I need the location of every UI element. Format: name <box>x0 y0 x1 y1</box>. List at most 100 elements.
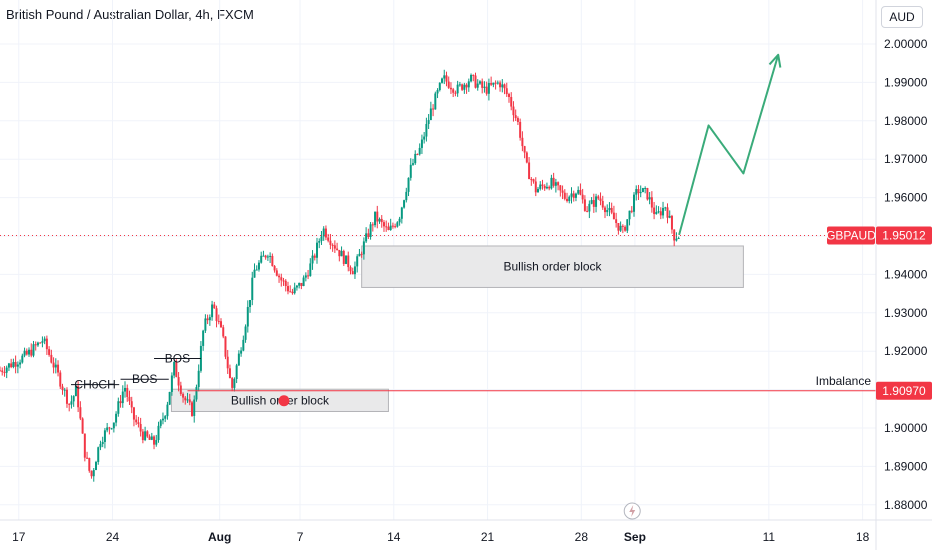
candle-body <box>436 90 439 94</box>
candle-body <box>190 402 193 416</box>
candle-body <box>416 153 419 155</box>
projection-path <box>678 53 782 236</box>
candle-body <box>523 146 526 153</box>
alert-icon[interactable] <box>278 395 290 407</box>
candle-body <box>10 363 13 368</box>
candle-body <box>409 164 412 178</box>
candle-body <box>588 203 591 212</box>
candle-body <box>574 193 577 198</box>
candle-body <box>249 299 252 307</box>
candle-body <box>204 318 207 331</box>
candle-body <box>99 444 102 448</box>
candle-body <box>50 354 53 363</box>
candle-body <box>262 255 265 257</box>
candle-body <box>525 152 528 163</box>
candle-body <box>273 266 276 271</box>
candle-body <box>228 368 231 379</box>
candle-body <box>653 207 656 215</box>
candle-body <box>568 196 571 202</box>
grid-lines <box>0 0 876 520</box>
candle-body <box>217 320 220 322</box>
candle-body <box>528 162 531 180</box>
candle-body <box>275 270 278 276</box>
y-tick-label: 2.00000 <box>884 37 928 51</box>
candle-body <box>146 431 149 437</box>
candle-body <box>579 189 582 195</box>
candle-body <box>119 401 122 404</box>
candle-body <box>255 269 258 271</box>
candle-body <box>48 349 51 355</box>
lightning-bolt-shape <box>629 505 636 517</box>
candle-body <box>633 194 636 212</box>
candle-body <box>628 210 631 220</box>
candle-body <box>304 275 307 278</box>
candle-body <box>423 136 426 140</box>
candle-body <box>237 353 240 366</box>
candle-body <box>552 177 555 186</box>
candle-body <box>499 82 502 88</box>
symbol-tag-label: GBPAUD <box>826 229 876 243</box>
candle-body <box>28 349 31 355</box>
candle-body <box>316 242 319 258</box>
candle-body <box>336 248 339 250</box>
candle-body <box>356 256 359 267</box>
candle-body <box>318 241 321 243</box>
candle-body <box>5 367 8 373</box>
y-tick-label: 1.90000 <box>884 421 928 435</box>
candle-body <box>253 269 256 278</box>
candle-body <box>418 147 421 155</box>
candle-body <box>220 321 223 328</box>
candle-body <box>532 179 535 182</box>
price-tag-bg <box>876 226 932 245</box>
candle-body <box>458 84 461 86</box>
candle-body <box>570 193 573 197</box>
candle-body <box>512 106 515 116</box>
candle-body <box>108 427 111 429</box>
candle-body <box>97 447 100 462</box>
candle-body <box>141 431 144 441</box>
candle-body <box>644 187 647 189</box>
y-tick-label: 1.98000 <box>884 114 928 128</box>
candle-body <box>153 436 156 445</box>
candle-body <box>166 404 169 417</box>
candle-body <box>619 225 622 231</box>
candle-body <box>34 344 37 346</box>
candle-body <box>391 225 394 227</box>
candle-body <box>226 356 229 369</box>
candle-body <box>244 326 247 340</box>
candle-body <box>534 181 537 193</box>
projection-arrowhead <box>768 53 782 68</box>
candle-body <box>68 403 71 405</box>
candle-body <box>507 94 510 97</box>
candle-body <box>202 330 205 346</box>
candle-body <box>246 306 249 327</box>
candle-body <box>257 262 260 270</box>
candle-body <box>465 84 468 88</box>
candle-body <box>411 163 414 165</box>
candle-body <box>188 399 191 403</box>
structure-labels: CHoCH BOS BOS <box>70 351 201 392</box>
candle-body <box>554 182 557 186</box>
candle-body <box>260 255 263 263</box>
currency-button[interactable]: AUD <box>881 6 923 28</box>
candle-body <box>447 81 450 88</box>
candle-body <box>474 75 477 88</box>
candle-body <box>170 375 173 392</box>
candle-body <box>271 255 274 267</box>
y-tick-label: 1.88000 <box>884 498 928 512</box>
candle-body <box>298 282 301 286</box>
candle-body <box>398 218 401 223</box>
candle-body <box>197 370 200 388</box>
candle-body <box>30 349 33 356</box>
candle-body <box>492 82 495 85</box>
candle-body <box>677 238 680 240</box>
candle-body <box>664 207 667 209</box>
candle-body <box>519 121 522 138</box>
candle-body <box>313 255 316 258</box>
candle-body <box>177 377 180 386</box>
candle-body <box>490 83 493 85</box>
candle-body <box>139 423 142 432</box>
candle-body <box>650 197 653 208</box>
structure-label: BOS <box>132 372 157 386</box>
